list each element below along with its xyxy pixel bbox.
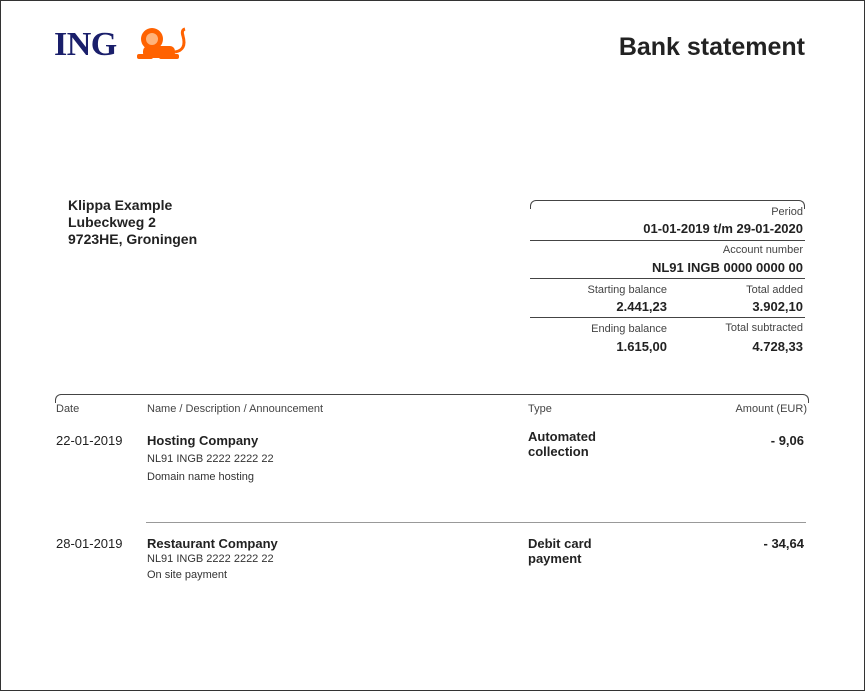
row-description: Domain name hosting	[147, 471, 255, 483]
header-amount: Amount (EUR)	[735, 403, 807, 415]
row-amount: - 34,64	[763, 536, 804, 551]
total-added-label: Total added	[746, 284, 803, 296]
starting-balance-value: 2.441,23	[616, 299, 667, 314]
customer-name: Klippa Example	[68, 197, 173, 213]
total-subtracted-label: Total subtracted	[725, 322, 803, 334]
table-top-border	[55, 394, 809, 403]
row-amount: - 9,06	[770, 433, 804, 448]
summary-top-border	[530, 200, 805, 209]
account-number-value: NL91 INGB 0000 0000 00	[651, 260, 803, 275]
row-divider	[146, 522, 806, 523]
account-number-label: Account number	[722, 244, 803, 256]
customer-city: 9723HE, Groningen	[68, 231, 198, 247]
header-name: Name / Description / Announcement	[147, 403, 324, 415]
total-subtracted-value: 4.728,33	[752, 339, 803, 354]
total-added-value: 3.902,10	[752, 299, 803, 314]
summary-divider	[530, 317, 805, 318]
period-label: Period	[771, 206, 803, 218]
ending-balance-label: Ending balance	[591, 323, 667, 335]
header-date: Date	[56, 403, 80, 415]
customer-address: Klippa Example Lubeckweg 2 9723HE, Groni…	[68, 197, 197, 248]
summary-divider	[530, 278, 805, 279]
row-date: 28-01-2019	[56, 536, 123, 551]
lion-icon	[137, 27, 186, 59]
ending-balance-value: 1.615,00	[616, 339, 667, 354]
row-type-line2: collection	[528, 444, 589, 459]
summary-divider	[530, 240, 805, 241]
row-type-line2: payment	[528, 551, 582, 566]
row-name: Hosting Company	[147, 433, 259, 448]
starting-balance-label: Starting balance	[587, 284, 668, 296]
header-type: Type	[528, 403, 552, 415]
row-description: On site payment	[147, 569, 228, 581]
row-type-line1: Debit card	[528, 536, 592, 551]
account-summary: Period 01-01-2019 t/m 29-01-2020 Account…	[530, 200, 805, 358]
row-date: 22-01-2019	[56, 433, 123, 448]
row-iban: NL91 INGB 2222 2222 22	[147, 553, 274, 565]
row-type-line1: Automated	[528, 429, 596, 444]
page-title: Bank statement	[618, 33, 805, 61]
row-iban: NL91 INGB 2222 2222 22	[147, 453, 274, 465]
ing-logo-text: ING	[54, 26, 117, 63]
row-name: Restaurant Company	[147, 536, 278, 551]
period-value: 01-01-2019 t/m 29-01-2020	[643, 221, 803, 236]
customer-street: Lubeckweg 2	[68, 214, 156, 230]
